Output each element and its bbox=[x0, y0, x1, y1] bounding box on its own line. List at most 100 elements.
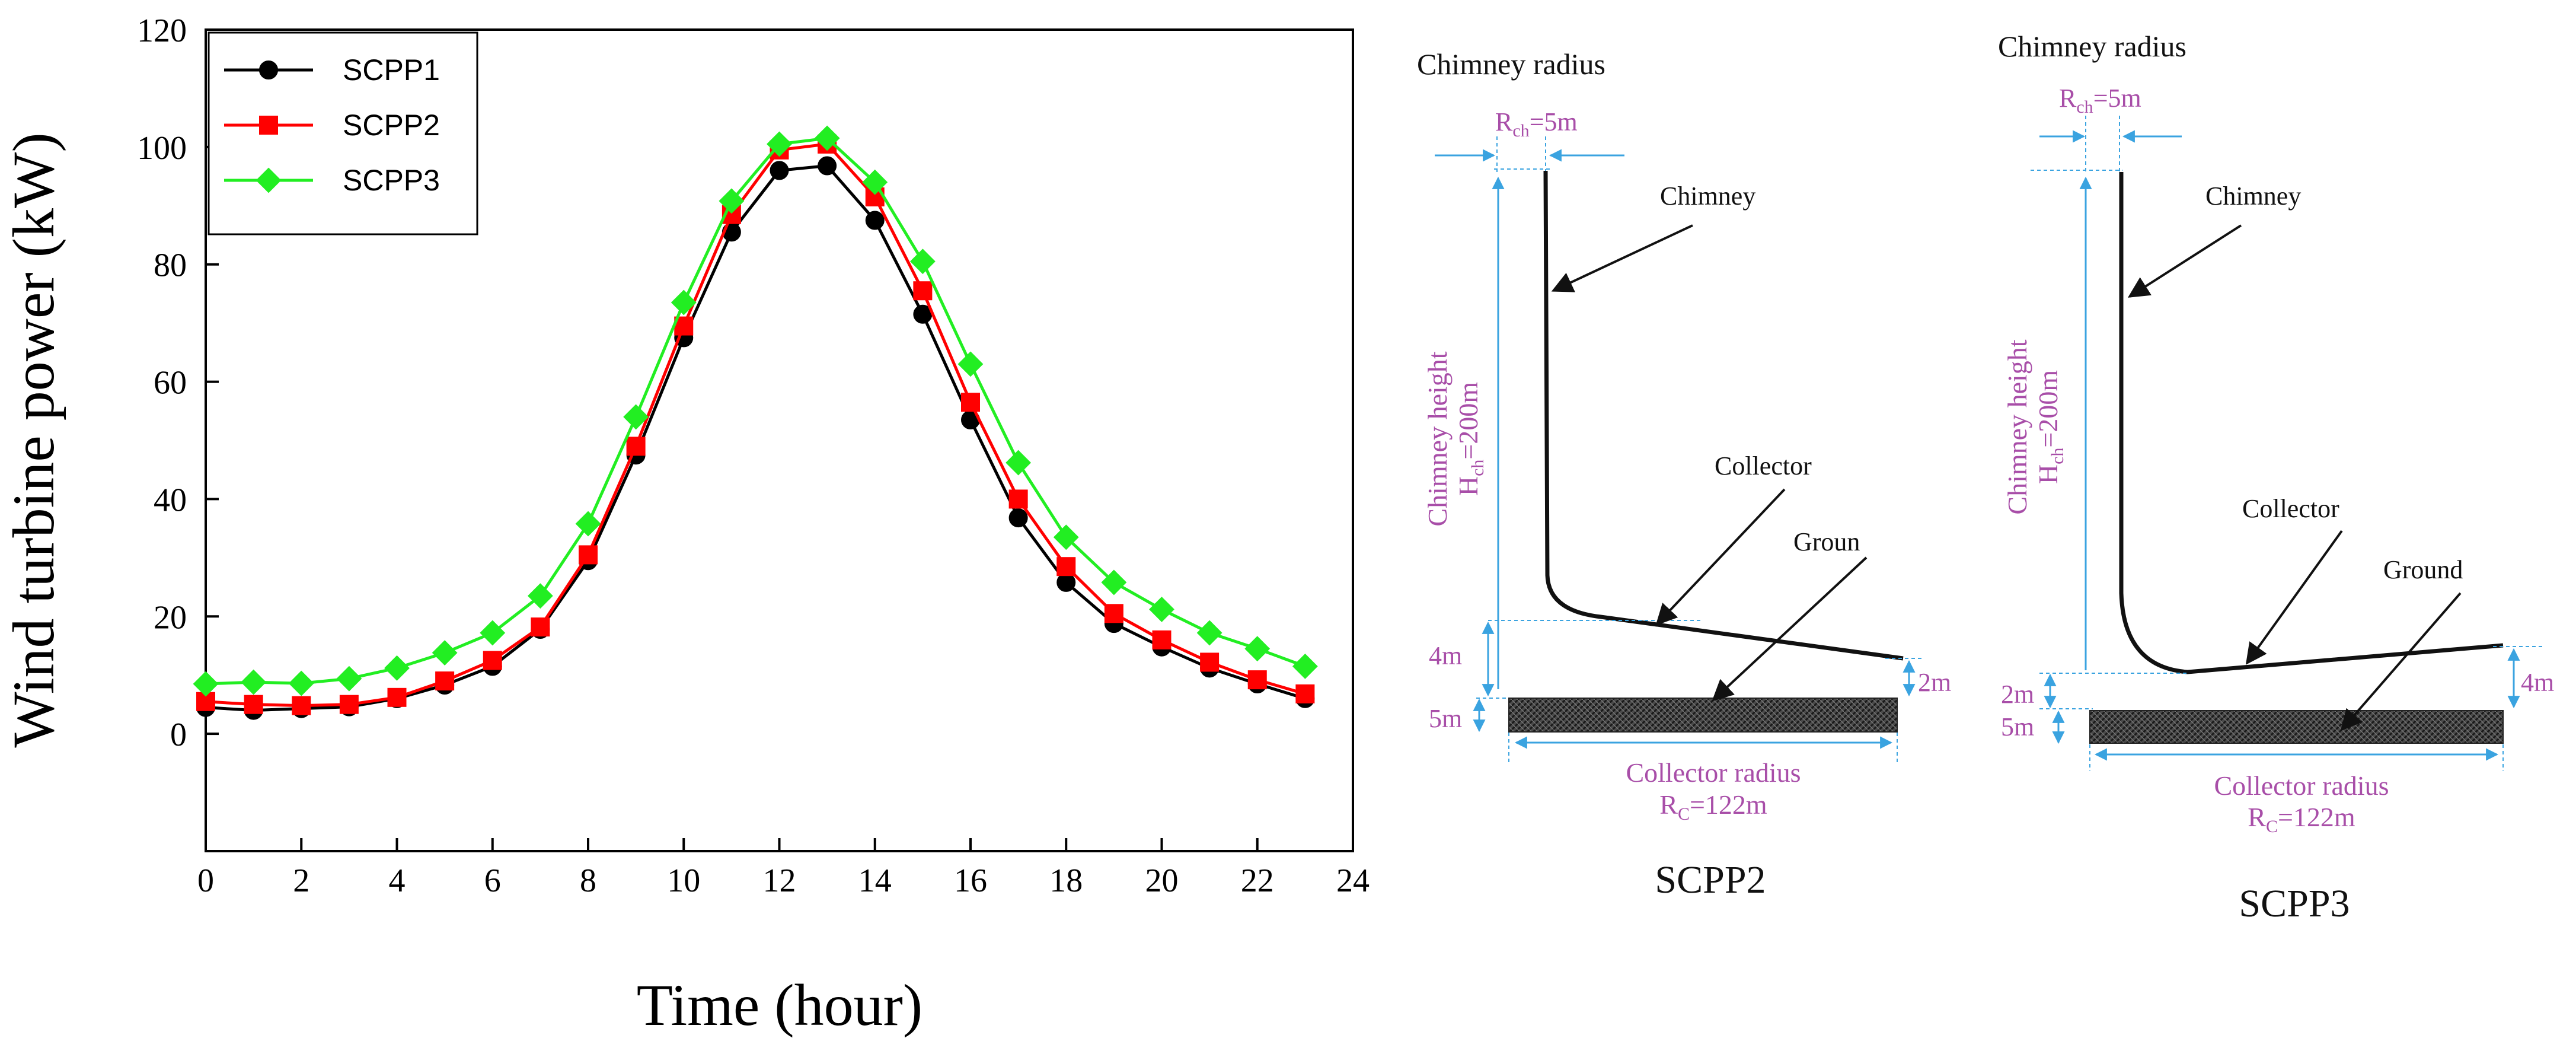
dim-left-upper: 4m bbox=[1429, 641, 1462, 670]
x-tick-label: 4 bbox=[389, 862, 406, 899]
data-point-scpp2 bbox=[626, 437, 646, 456]
legend-box bbox=[208, 31, 478, 235]
chimney-radius-label: Rch=5m bbox=[2059, 84, 2141, 117]
data-point-scpp2 bbox=[961, 393, 980, 412]
y-tick-label: 100 bbox=[137, 130, 187, 167]
diagram-caption: SCPP2 bbox=[1655, 858, 1766, 902]
y-tick-label: 80 bbox=[154, 247, 187, 284]
data-point-scpp2 bbox=[579, 545, 598, 565]
series-scpp2 bbox=[196, 134, 1315, 715]
data-point-scpp3 bbox=[671, 289, 697, 316]
dim-left-upper: 2m bbox=[2001, 680, 2034, 709]
data-point-scpp3 bbox=[814, 125, 840, 151]
data-point-scpp3 bbox=[719, 188, 745, 214]
data-point-scpp2 bbox=[292, 696, 311, 715]
ground-pointer bbox=[1712, 556, 1868, 702]
data-point-scpp3 bbox=[193, 671, 219, 697]
data-point-scpp3 bbox=[432, 640, 458, 666]
data-point-scpp3 bbox=[336, 665, 362, 692]
data-point-scpp2 bbox=[1200, 652, 1220, 672]
chimney-profile bbox=[2119, 172, 2504, 674]
height-label-line1: Chimney height bbox=[1422, 351, 1453, 526]
x-tick-label: 18 bbox=[1049, 862, 1083, 899]
data-point-scpp3 bbox=[767, 131, 792, 157]
height-label-line2: Hch=200m bbox=[2033, 370, 2067, 485]
data-point-scpp3 bbox=[480, 620, 506, 646]
data-point-scpp3 bbox=[623, 404, 649, 430]
data-point-scpp3 bbox=[1101, 569, 1127, 596]
x-tick-label: 12 bbox=[763, 862, 796, 899]
ground-label: Groun bbox=[1793, 527, 1860, 556]
x-tick-label: 22 bbox=[1241, 862, 1274, 899]
data-point-scpp3 bbox=[1053, 524, 1079, 550]
data-point-scpp3 bbox=[909, 249, 936, 275]
data-point-scpp2 bbox=[1008, 489, 1028, 509]
y-axis: 0 20 40 60 80 100 120 bbox=[137, 12, 219, 753]
data-point-scpp2 bbox=[435, 671, 455, 691]
chimney-radius-title: Chimney radius bbox=[1998, 30, 2186, 63]
data-point-scpp1 bbox=[865, 211, 885, 230]
y-tick-label: 20 bbox=[154, 599, 187, 636]
data-point-scpp3 bbox=[1005, 450, 1032, 476]
x-tick-label: 0 bbox=[197, 862, 214, 899]
y-tick-label: 120 bbox=[137, 12, 187, 49]
data-point-scpp2 bbox=[1295, 684, 1315, 703]
ground-pointer bbox=[2340, 592, 2462, 731]
data-point-scpp3 bbox=[1244, 636, 1271, 662]
series-scpp1 bbox=[196, 156, 1315, 720]
chimney-radius-title: Chimney radius bbox=[1417, 47, 1605, 81]
data-point-scpp3 bbox=[862, 169, 888, 195]
ground-block bbox=[2089, 710, 2504, 744]
collector-pointer bbox=[2245, 530, 2343, 665]
x-tick-label: 6 bbox=[484, 862, 501, 899]
data-point-scpp2 bbox=[1152, 630, 1172, 649]
x-tick-label: 14 bbox=[858, 862, 892, 899]
data-point-scpp2 bbox=[483, 651, 502, 670]
chimney-pointer bbox=[1551, 224, 1693, 292]
x-tick-label: 8 bbox=[580, 862, 596, 899]
chimney-label: Chimney bbox=[1660, 181, 1755, 211]
diagram-caption: SCPP3 bbox=[2239, 882, 2350, 925]
collector-radius-label: Collector radius bbox=[2214, 770, 2389, 801]
chimney-label: Chimney bbox=[2205, 181, 2301, 211]
data-point-scpp3 bbox=[288, 670, 314, 696]
data-point-scpp3 bbox=[575, 511, 601, 537]
data-point-scpp3 bbox=[957, 351, 984, 377]
scpp3-diagram: Chimney radius Rch=5m Chimney height Hch… bbox=[1998, 30, 2554, 925]
data-point-scpp2 bbox=[244, 695, 263, 714]
data-point-scpp1 bbox=[1056, 572, 1076, 592]
data-point-scpp2 bbox=[913, 281, 933, 301]
data-point-scpp2 bbox=[1104, 604, 1123, 623]
legend-marker-scpp2 bbox=[259, 116, 278, 135]
scpp2-diagram: Chimney radius Rch=5m Chimney height Hch… bbox=[1417, 47, 1951, 902]
legend-marker-scpp3 bbox=[256, 167, 282, 193]
data-point-scpp3 bbox=[241, 669, 267, 695]
collector-radius-value: RC=122m bbox=[2248, 802, 2355, 836]
data-point-scpp3 bbox=[1196, 620, 1222, 646]
dim-right: 2m bbox=[1918, 668, 1951, 697]
data-point-scpp2 bbox=[531, 617, 550, 637]
x-tick-label: 10 bbox=[667, 862, 700, 899]
y-tick-label: 40 bbox=[154, 482, 187, 518]
height-label: Chimney height Hch=200m bbox=[2002, 339, 2067, 514]
legend-label-scpp1: SCPP1 bbox=[343, 53, 440, 87]
data-point-scpp1 bbox=[770, 161, 789, 180]
ground-block bbox=[1508, 698, 1898, 733]
y-tick-label: 60 bbox=[154, 365, 187, 402]
legend-label-scpp3: SCPP3 bbox=[343, 164, 440, 197]
x-axis: 0 2 4 6 8 10 12 14 16 18 20 22 24 bbox=[197, 838, 1370, 899]
collector-label: Collector bbox=[2242, 494, 2339, 523]
collector-radius-value: RC=122m bbox=[1659, 789, 1767, 824]
dim-left-lower: 5m bbox=[2001, 712, 2034, 741]
data-point-scpp2 bbox=[339, 695, 359, 714]
x-tick-label: 24 bbox=[1336, 862, 1370, 899]
data-point-scpp3 bbox=[527, 583, 553, 609]
chimney-radius-label: Rch=5m bbox=[1495, 107, 1578, 141]
collector-label: Collector bbox=[1715, 451, 1812, 480]
legend-marker-scpp1 bbox=[259, 60, 278, 79]
data-point-scpp2 bbox=[387, 687, 407, 707]
series-scpp3 bbox=[193, 125, 1318, 697]
height-label-line2: Hch=200m bbox=[1453, 382, 1487, 496]
